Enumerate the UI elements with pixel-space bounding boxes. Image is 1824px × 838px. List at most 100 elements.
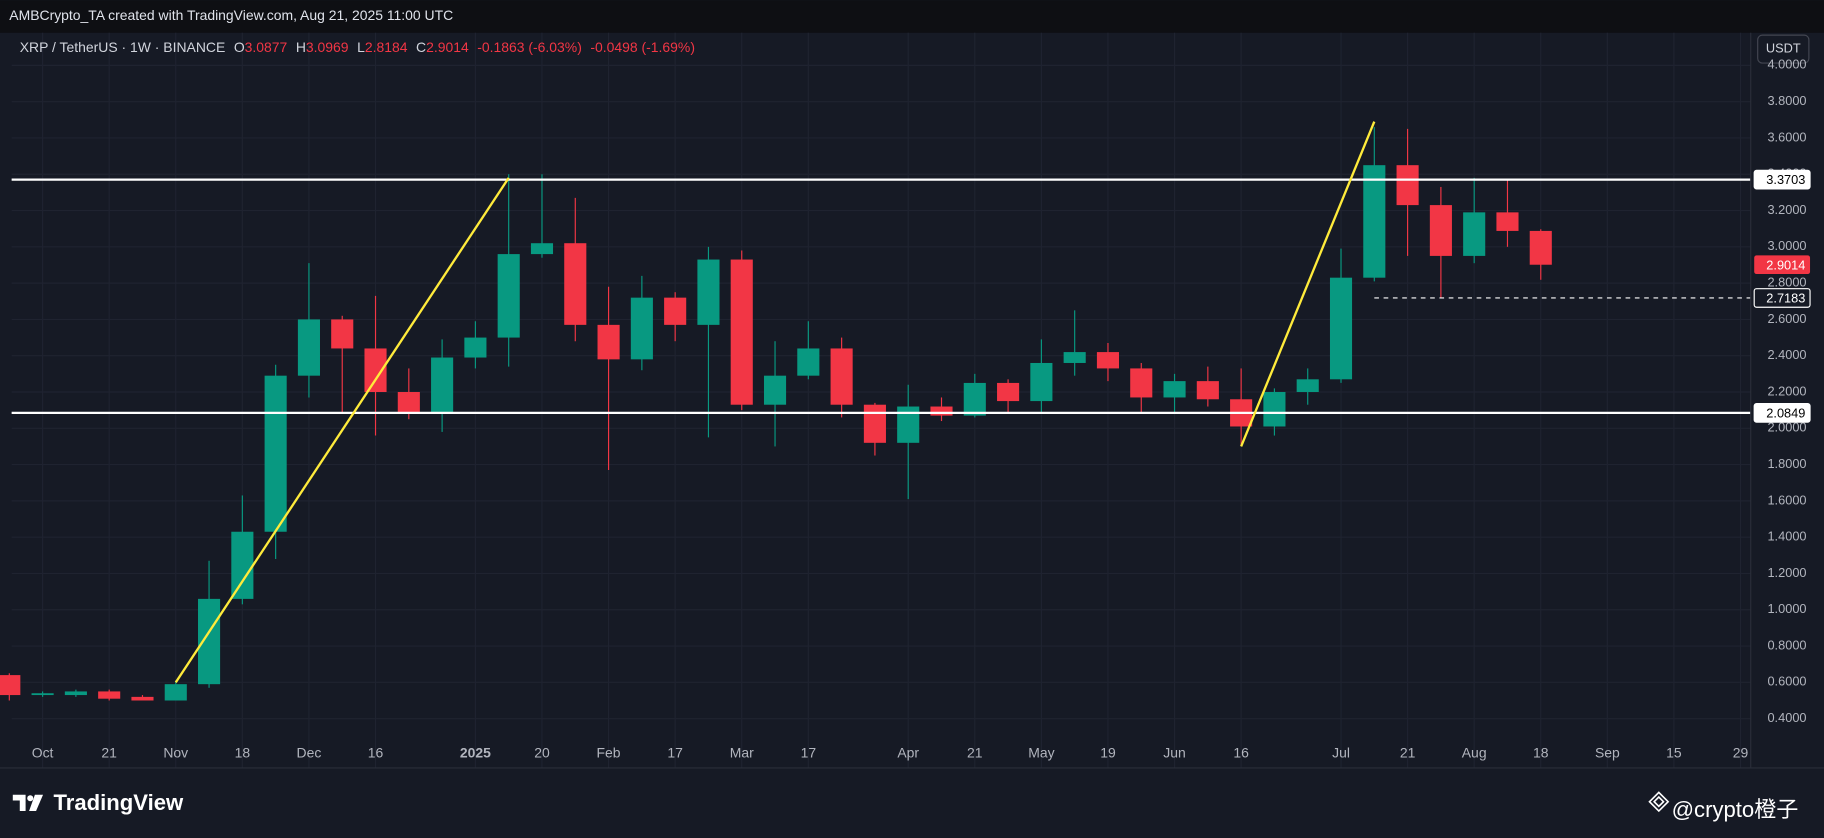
candle-body [863,404,886,443]
x-tick-label: 15 [1666,745,1682,761]
y-tick-label: 1.4000 [1767,529,1806,544]
x-tick-label: Oct [32,745,54,761]
high-value: 3.0969 [306,39,349,55]
level-label: 2.0849 [1766,405,1805,420]
candle-body [797,348,820,376]
open-label: O [234,39,245,55]
candle-body [331,319,354,349]
y-tick-label: 2.8000 [1767,275,1806,290]
candle-body [264,375,287,532]
candle-body [1196,381,1219,400]
x-tick-label: 16 [1233,745,1249,761]
candle-body [164,684,187,701]
x-tick-label: Dec [297,745,322,761]
x-tick-label: 18 [1533,745,1549,761]
candle-body [364,348,387,393]
x-tick-label: Sep [1595,745,1620,761]
candle-body [930,406,953,416]
x-tick-label: Nov [163,745,188,761]
candle-body [897,406,920,443]
y-tick-label: 2.2000 [1767,383,1806,398]
candle-body [1463,212,1486,256]
level-label-box [1753,288,1811,308]
candle-body [997,382,1020,402]
candle-body [830,348,853,405]
candle-body [763,375,787,405]
candle-body [963,382,986,416]
level-label: 2.7183 [1766,290,1805,305]
y-tick-label: 2.4000 [1767,347,1806,362]
candle-body [297,319,320,376]
candle-body [231,531,254,599]
candle-body [530,243,554,255]
legend: XRP / TetherUS · 1W · BINANCE O3.0877 H3… [20,39,695,55]
candle-body [497,254,520,338]
logo-v [29,794,44,812]
candle-body [1163,381,1186,398]
x-tick-label: 19 [1100,745,1116,761]
y-tick-label: 3.6000 [1767,129,1806,144]
candle-body [131,696,154,701]
currency-label[interactable]: USDT [1766,40,1801,55]
price-label: 2.9014 [1766,257,1805,272]
x-tick-label: 18 [235,745,251,761]
candle-body [431,357,454,414]
x-tick-label: 21 [1400,745,1416,761]
x-tick-label: 20 [534,745,550,761]
y-tick-label: 1.2000 [1767,565,1806,580]
low-value: 2.8184 [365,39,408,55]
level-label: 3.3703 [1766,172,1805,187]
low-label: L [357,39,365,55]
level-label-box [1753,403,1811,423]
y-tick-label: 0.6000 [1767,674,1806,689]
candle-body [1396,165,1419,206]
x-tick-label: 16 [368,745,384,761]
y-tick-label: 0.4000 [1767,710,1806,725]
logo-dot [27,795,34,802]
candle-body [730,259,753,405]
watermark: @crypto橙子 [1672,797,1799,822]
candle-body [0,675,21,696]
change-2: -0.0498 (-1.69%) [590,39,695,55]
trendline [174,177,510,683]
candle-body [1429,205,1452,256]
candle-body [1363,165,1386,278]
x-tick-label: May [1028,745,1054,761]
candle-body [98,691,121,699]
symbol: XRP / TetherUS · 1W · BINANCE [20,39,226,55]
x-tick-label: 17 [801,745,817,761]
candle-body [64,691,87,696]
candle-body [1329,277,1353,380]
candle-body [198,598,221,685]
change: -0.1863 (-6.03%) [477,39,582,55]
candle-body [1496,212,1519,231]
candle-body [1096,352,1120,369]
candle-body [31,693,54,696]
x-tick-label: Jul [1332,745,1350,761]
x-tick-label: 17 [667,745,683,761]
candle-body [1030,362,1053,402]
candle-body [1529,230,1552,265]
x-tick-label: 2025 [460,745,491,761]
x-tick-label: 21 [101,745,117,761]
candle-body [1063,352,1086,363]
x-tick-label: Feb [597,745,621,761]
candle-body [664,297,687,325]
candle-body [464,337,487,358]
candle-body [1130,368,1153,398]
trendline [1240,121,1376,447]
x-tick-label: 21 [967,745,983,761]
y-tick-label: 4.0000 [1767,57,1806,72]
y-tick-label: 1.8000 [1767,456,1806,471]
logo-t [12,794,26,812]
level-label-box [1753,169,1811,190]
candle-body [1263,392,1286,427]
high-label: H [296,39,306,55]
price-label-box [1754,255,1811,275]
candle-body [630,297,653,360]
y-tick-label: 1.0000 [1767,601,1806,616]
candle-body [397,392,420,414]
currency-button[interactable] [1757,34,1810,64]
y-tick-label: 3.2000 [1767,202,1806,217]
